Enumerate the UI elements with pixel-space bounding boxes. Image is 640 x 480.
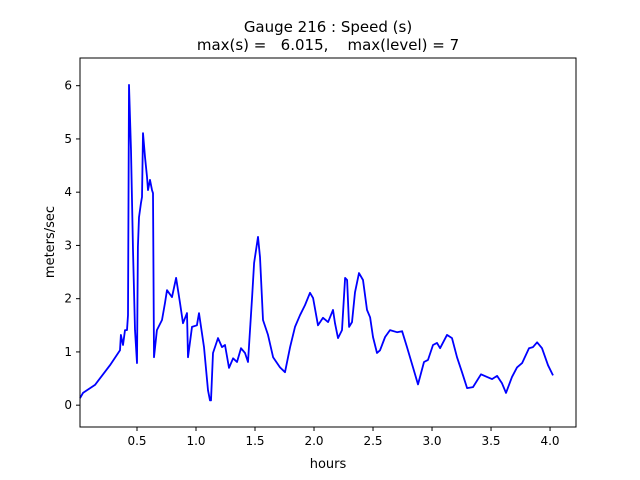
x-axis: 0.5 1.0 1.5 2.0 2.5 3.0 3.5 4.0 — [127, 427, 560, 448]
axes-frame — [79, 57, 577, 428]
plot-area — [79, 84, 554, 402]
y-tick-label: 1 — [64, 345, 72, 359]
chart-subtitle: max(s) = 6.015, max(level) = 7 — [197, 36, 459, 54]
y-axis: 0 1 2 3 4 5 6 — [64, 79, 80, 412]
x-tick-label: 1.0 — [186, 434, 205, 448]
y-tick-label: 0 — [64, 398, 72, 412]
x-tick-label: 1.5 — [245, 434, 264, 448]
y-tick-label: 4 — [64, 185, 72, 199]
y-tick-label: 3 — [64, 238, 72, 252]
x-tick-label: 3.5 — [481, 434, 500, 448]
x-tick-label: 4.0 — [540, 434, 559, 448]
series-line-speed — [79, 84, 554, 402]
y-tick-label: 5 — [64, 132, 72, 146]
x-tick-label: 0.5 — [127, 434, 146, 448]
x-axis-label: hours — [310, 457, 347, 472]
chart-title: Gauge 216 : Speed (s) — [244, 18, 412, 36]
x-tick-label: 3.0 — [422, 434, 441, 448]
x-tick-label: 2.5 — [363, 434, 382, 448]
y-tick-label: 2 — [64, 292, 72, 306]
y-axis-label: meters/sec — [43, 206, 58, 278]
x-tick-label: 2.0 — [304, 434, 323, 448]
y-tick-label: 6 — [64, 79, 72, 93]
